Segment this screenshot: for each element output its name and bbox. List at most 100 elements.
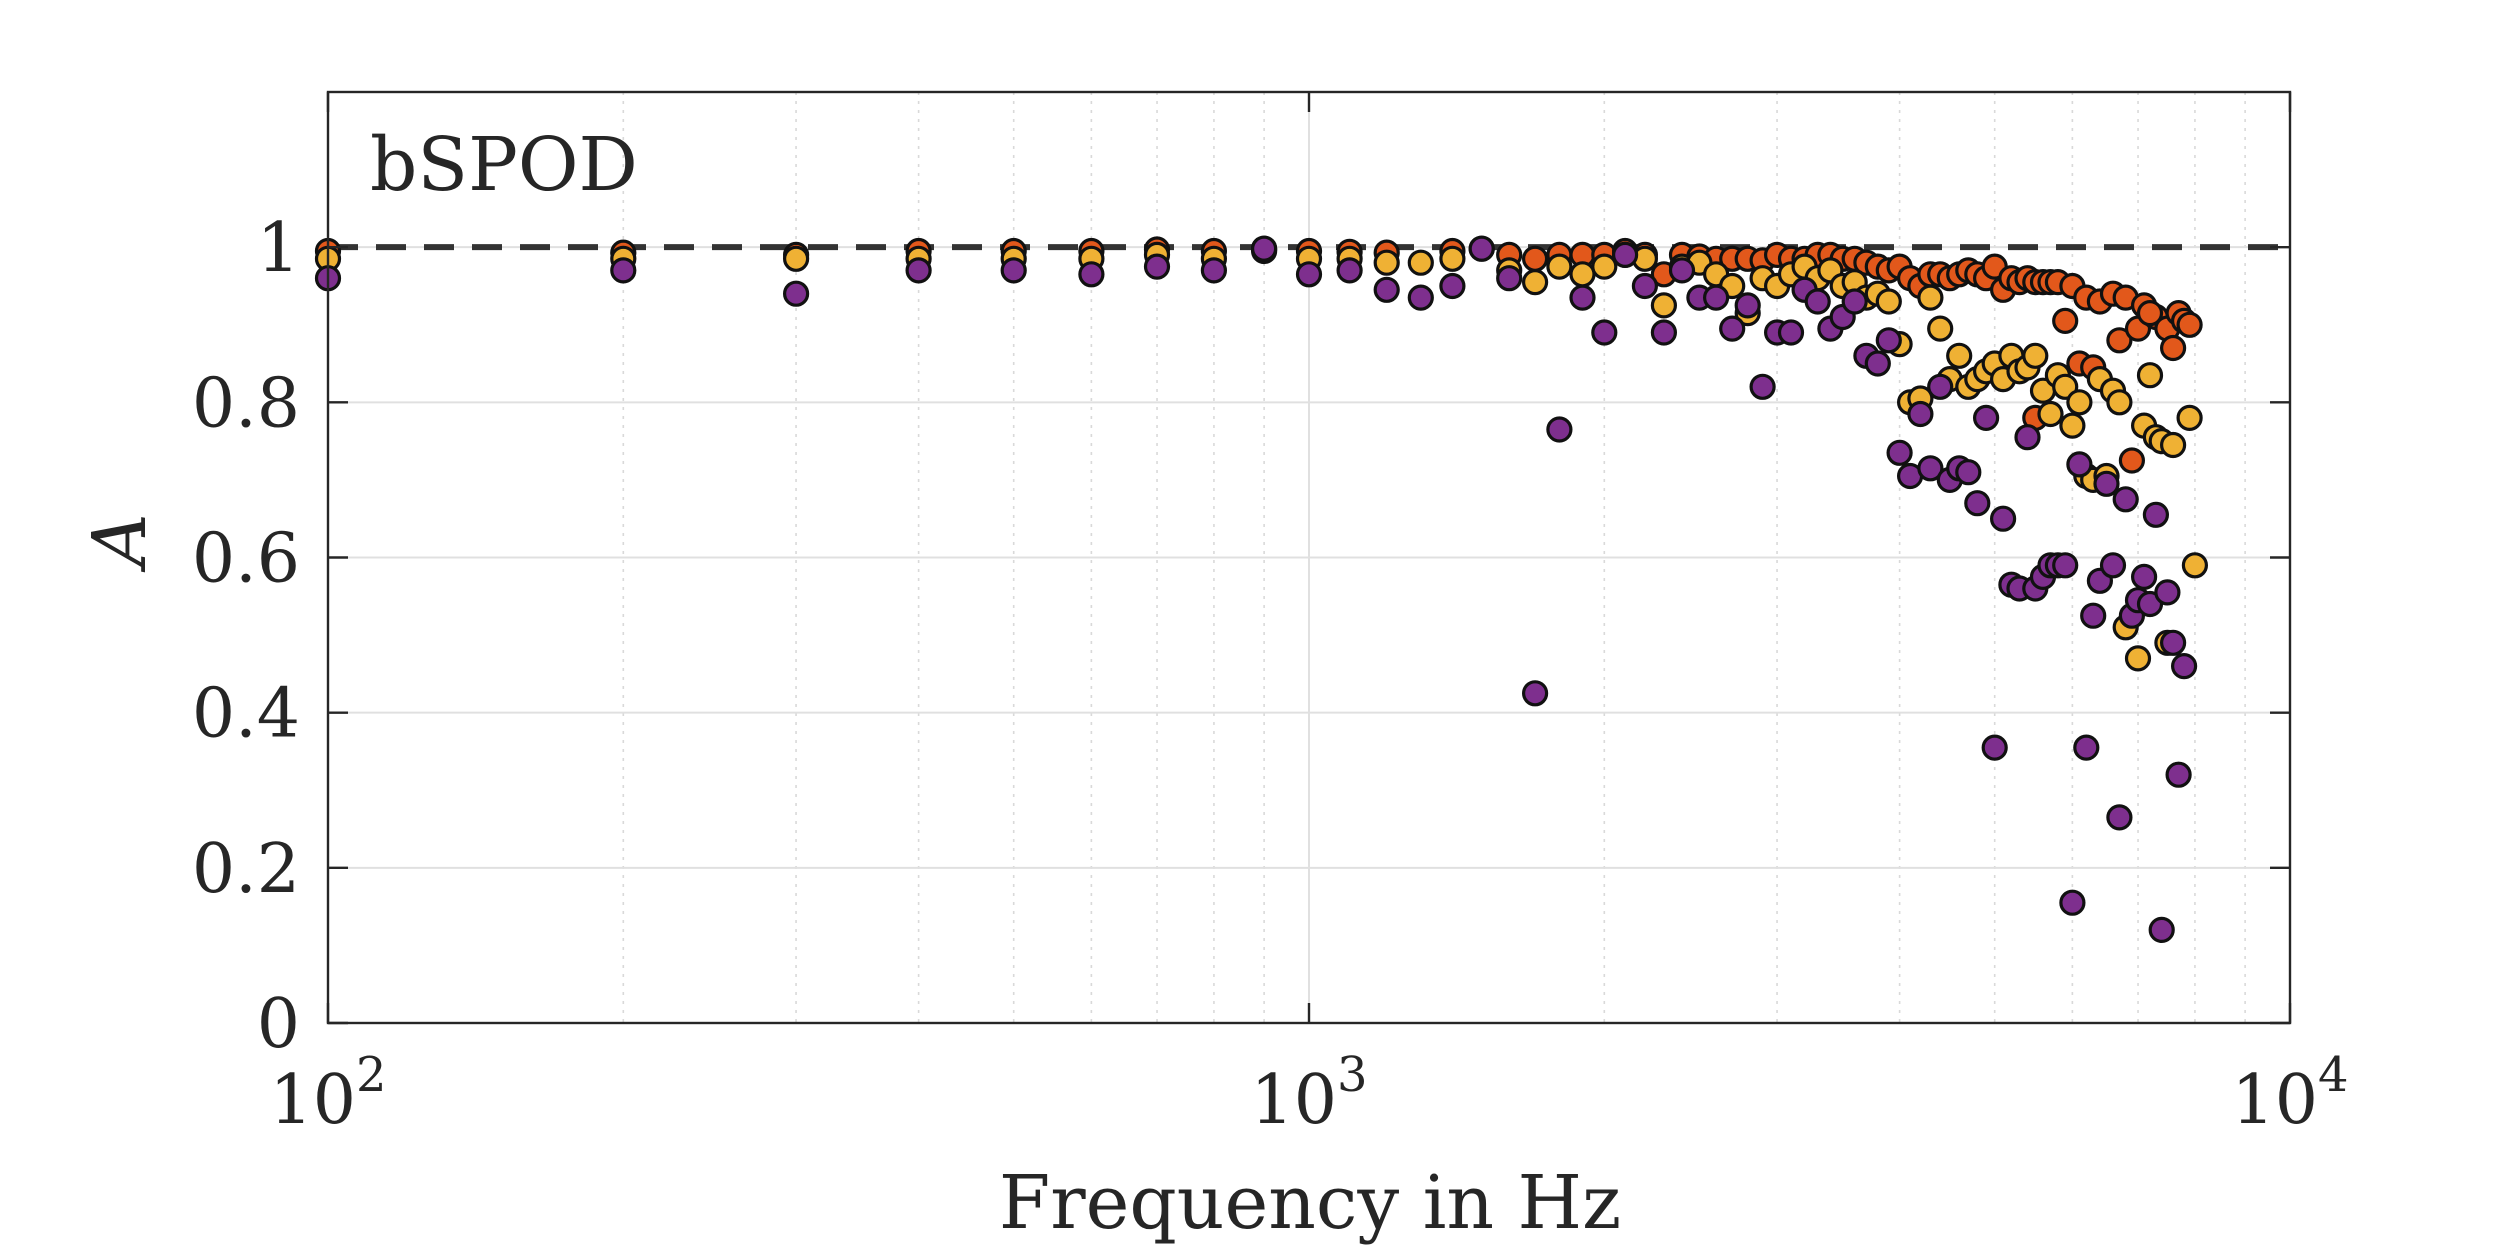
data-point-series-2 — [2022, 342, 2049, 369]
data-point-series-3 — [2080, 602, 2107, 629]
data-point-series-2 — [2037, 400, 2064, 428]
y-axis-label: A — [77, 513, 163, 572]
data-point-series-3 — [1569, 284, 1596, 311]
data-point-series-2 — [1546, 253, 1573, 280]
data-point-series-3 — [1886, 439, 1913, 466]
data-point-series-3 — [1000, 257, 1027, 284]
x-tick-label: 104 — [2231, 1047, 2348, 1140]
data-point-series-3 — [1407, 284, 1434, 311]
data-point-series-3 — [1078, 261, 1105, 288]
data-point-series-3 — [905, 257, 932, 284]
data-point-series-1 — [2136, 300, 2164, 327]
grid-layer — [327, 92, 2291, 1024]
data-point-series-3 — [2131, 563, 2158, 591]
data-point-series-2 — [1927, 315, 1954, 342]
data-point-series-3 — [1875, 327, 1902, 354]
data-point-series-2 — [2181, 552, 2208, 579]
x-tick-label: 102 — [269, 1047, 386, 1140]
data-point-series-3 — [2073, 734, 2100, 761]
data-point-series-3 — [2112, 486, 2139, 513]
data-point-series-3 — [1668, 257, 1696, 284]
data-point-series-3 — [2165, 761, 2192, 788]
data-point-series-3 — [2154, 579, 2181, 606]
data-point-series-3 — [2059, 889, 2086, 916]
data-point-series-1 — [2052, 307, 2079, 334]
data-point-series-3 — [2014, 424, 2041, 451]
data-point-series-3 — [2160, 629, 2187, 656]
data-point-series-3 — [1989, 505, 2017, 532]
x-tick-label: 103 — [1250, 1047, 1367, 1140]
data-point-series-3 — [1841, 288, 1868, 315]
data-point-series-3 — [1972, 404, 2000, 431]
data-point-series-3 — [1250, 235, 1278, 262]
y-tick-label: 0.8 — [192, 364, 300, 443]
data-point-series-3 — [1611, 241, 1639, 268]
data-point-series-1 — [2176, 311, 2203, 338]
data-point-series-3 — [1964, 490, 1991, 517]
data-point-series-3 — [1631, 272, 1659, 300]
data-point-series-3 — [1143, 253, 1171, 280]
data-point-series-3 — [1702, 284, 1730, 311]
label-layer: bSPOD Frequency in Hz A — [77, 122, 1621, 1246]
data-point-series-3 — [1546, 416, 1573, 443]
data-point-series-2 — [1591, 253, 1618, 280]
data-point-series-3 — [2066, 451, 2093, 478]
data-point-series-3 — [1749, 373, 1776, 400]
data-point-series-2 — [1569, 261, 1596, 288]
data-point-series-2 — [1650, 292, 1678, 319]
data-point-series-1 — [2160, 334, 2187, 362]
y-tick-label: 0.4 — [192, 675, 300, 754]
data-point-series-3 — [2099, 552, 2127, 579]
data-point-series-1 — [2118, 447, 2145, 474]
data-point-series-3 — [2142, 501, 2169, 528]
data-point-series-1 — [1521, 245, 1549, 272]
data-point-series-3 — [610, 257, 637, 284]
data-point-series-2 — [2059, 412, 2086, 439]
data-point-series-2 — [2124, 645, 2152, 672]
data-point-series-3 — [2171, 652, 2198, 680]
data-point-series-2 — [2160, 431, 2187, 459]
data-point-series-2 — [782, 245, 810, 272]
y-tick-label: 0 — [257, 985, 300, 1064]
y-tick-label: 0.2 — [192, 830, 300, 909]
data-point-series-3 — [2148, 916, 2175, 944]
panel-annotation: bSPOD — [370, 122, 638, 208]
data-point-series-3 — [1927, 373, 1954, 400]
data-point-series-3 — [1917, 455, 1944, 482]
data-point-series-3 — [1200, 257, 1228, 284]
data-point-series-3 — [1650, 319, 1678, 346]
data-point-series-2 — [2066, 389, 2093, 416]
y-tick-label: 0.6 — [192, 520, 300, 599]
data-point-series-3 — [1373, 276, 1400, 303]
tick-layer: 102 103 104 0 0.2 0.4 0.6 0.8 1 — [192, 92, 2349, 1140]
data-point-series-2 — [1917, 284, 1944, 311]
data-point-series-2 — [1407, 249, 1434, 276]
data-point-series-3 — [1981, 734, 2008, 761]
data-point-series-3 — [1804, 288, 1831, 315]
y-tick-label: 1 — [257, 209, 300, 288]
x-axis-label: Frequency in Hz — [999, 1160, 1621, 1246]
data-point-series-3 — [782, 280, 810, 307]
data-point-series-3 — [1777, 319, 1805, 346]
data-point-series-3 — [1496, 265, 1523, 292]
data-point-series-3 — [2106, 804, 2133, 831]
data-point-series-2 — [1875, 288, 1902, 315]
data-point-series-3 — [2093, 470, 2120, 497]
data-point-series-2 — [1373, 249, 1400, 276]
data-point-series-3 — [1295, 261, 1323, 288]
data-point-series-3 — [1521, 680, 1549, 707]
data-point-series-3 — [1734, 292, 1761, 319]
data-point-series-2 — [2176, 404, 2203, 431]
data-point-series-2 — [1521, 269, 1549, 296]
data-point-series-2 — [2106, 389, 2133, 416]
data-point-series-3 — [1864, 350, 1891, 377]
data-point-series-3 — [1719, 315, 1746, 342]
data-point-series-3 — [1591, 319, 1618, 346]
data-point-series-3 — [1468, 235, 1495, 262]
data-point-series-3 — [1439, 272, 1466, 300]
data-point-series-2 — [1439, 245, 1466, 272]
data-point-series-2 — [1946, 342, 1973, 369]
points-layer — [314, 235, 2208, 944]
